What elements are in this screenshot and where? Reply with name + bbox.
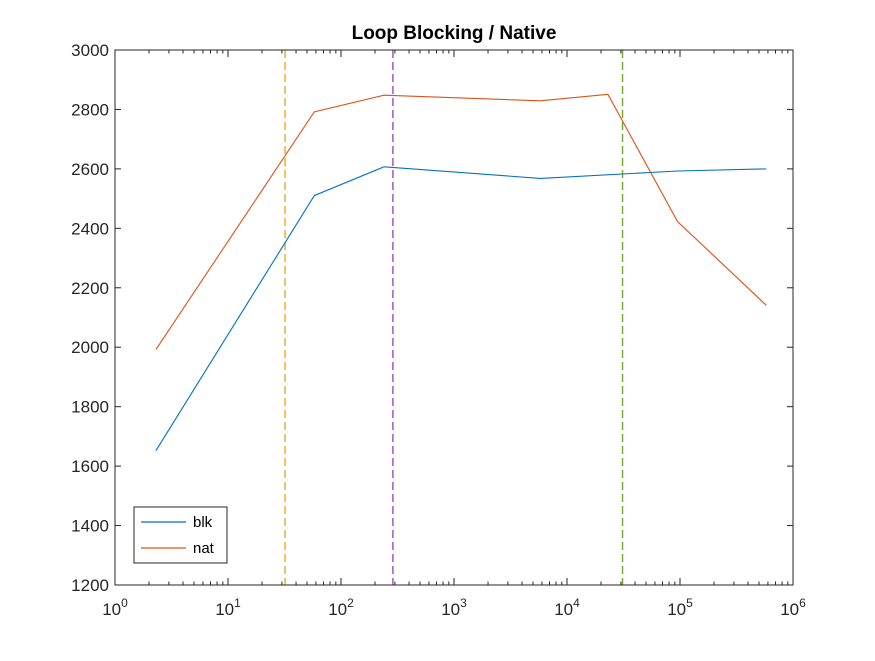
y-tick-label: 3000 xyxy=(71,41,109,60)
plot-area xyxy=(115,50,793,585)
series-line-blk xyxy=(155,166,767,451)
legend-label-nat: nat xyxy=(193,540,215,557)
y-tick-label: 1600 xyxy=(71,457,109,476)
y-tick-label: 2000 xyxy=(71,338,109,357)
x-tick-label: 101 xyxy=(215,596,241,619)
legend-box xyxy=(133,506,228,564)
x-tick-label: 100 xyxy=(102,596,128,619)
y-tick-label: 2200 xyxy=(71,279,109,298)
series-line-nat xyxy=(155,93,767,350)
y-tick-label: 1200 xyxy=(71,576,109,595)
chart-title: Loop Blocking / Native xyxy=(352,23,557,44)
y-tick-label: 1400 xyxy=(71,517,109,536)
y-tick-label: 2600 xyxy=(71,160,109,179)
y-tick-label: 2800 xyxy=(71,100,109,119)
x-tick-label: 105 xyxy=(667,596,693,619)
legend-label-blk: blk xyxy=(193,514,213,531)
x-tick-label: 102 xyxy=(328,596,354,619)
y-tick-label: 1800 xyxy=(71,398,109,417)
x-tick-label: 103 xyxy=(441,596,467,619)
x-tick-label: 104 xyxy=(554,596,580,619)
y-tick-label: 2400 xyxy=(71,219,109,238)
x-tick-label: 106 xyxy=(780,596,806,619)
